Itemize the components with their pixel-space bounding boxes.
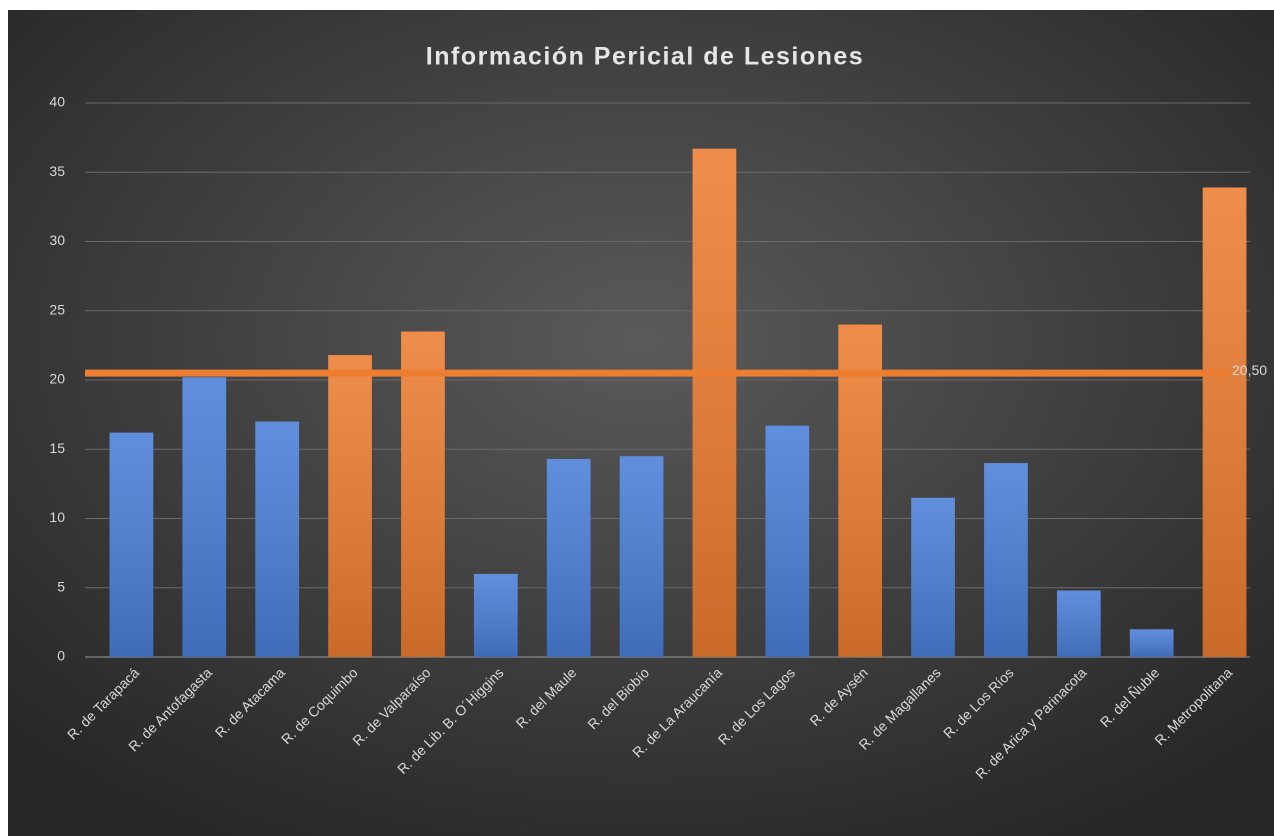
y-tick-label: 10 <box>49 509 65 525</box>
bar-shade <box>1129 629 1174 657</box>
bar-shade <box>838 324 883 657</box>
bar-shade <box>1056 590 1101 657</box>
bar-shade <box>765 425 810 657</box>
y-tick-label: 20 <box>49 371 65 387</box>
bar-shade <box>1202 187 1247 658</box>
y-tick-label: 40 <box>49 94 65 110</box>
bar-shade <box>473 573 518 657</box>
bar-shade <box>109 432 154 657</box>
reference-label: 20,50 <box>1232 362 1267 378</box>
y-tick-label: 30 <box>49 232 65 248</box>
bar-shade <box>182 377 227 657</box>
bar-shade <box>911 497 955 657</box>
y-tick-label: 35 <box>49 163 65 179</box>
bar-shade <box>692 148 737 657</box>
chart-title: Información Pericial de Lesiones <box>426 43 864 71</box>
y-tick-label: 15 <box>49 440 65 456</box>
bar-shade <box>255 421 300 657</box>
bar-shade <box>984 463 1028 657</box>
bar-shade <box>546 458 591 657</box>
bar-shade <box>619 456 664 657</box>
y-tick-label: 5 <box>57 578 65 594</box>
bar-shade <box>328 355 372 657</box>
bar-shade <box>401 331 445 657</box>
y-tick-label: 25 <box>49 301 65 317</box>
y-tick-label: 0 <box>57 648 65 664</box>
